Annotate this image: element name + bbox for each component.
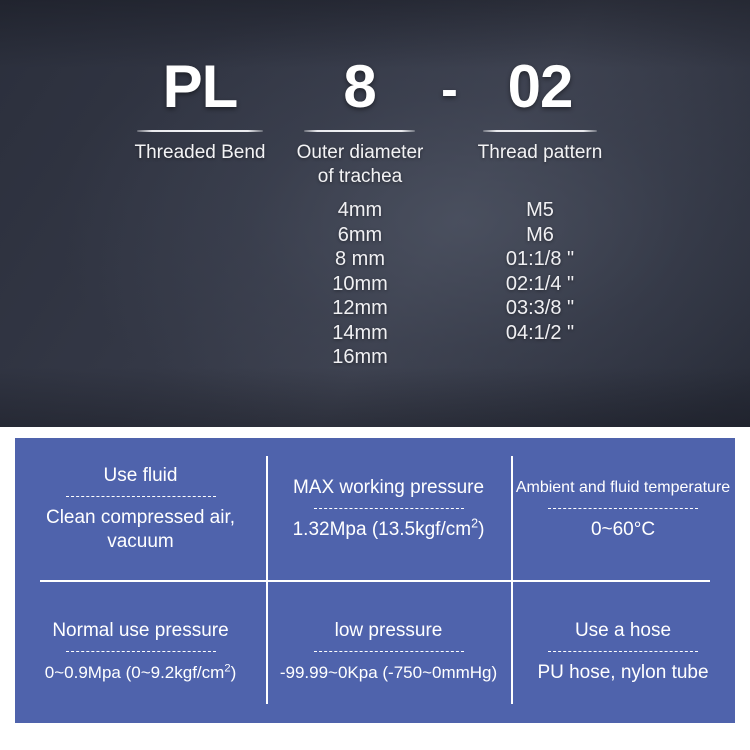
dashed-divider bbox=[313, 651, 464, 652]
list-item: 02:1/4 " bbox=[505, 272, 575, 295]
code-token-separator: - bbox=[441, 61, 458, 117]
list-item: M5 bbox=[526, 199, 554, 221]
caption-thread: Thread pattern bbox=[477, 142, 603, 163]
spec-cell-max-working-pressure: MAX working pressure 1.32Mpa (13.5kgf/cm… bbox=[266, 438, 511, 580]
list-item: 14mm bbox=[332, 321, 388, 344]
specification-table: Use fluid Clean compressed air, vacuum MA… bbox=[15, 438, 735, 723]
dashed-divider bbox=[65, 496, 216, 497]
underline-part-label bbox=[137, 130, 263, 132]
spec-value-suffix: ) bbox=[478, 519, 485, 540]
code-token-thread: 02 bbox=[507, 53, 574, 120]
code-token-part-label: PL bbox=[162, 53, 239, 120]
underline-thread bbox=[483, 130, 597, 132]
spec-title: MAX working pressure bbox=[292, 477, 485, 498]
spec-value-prefix: 0~0.9Mpa (0~9.2kgf/cm bbox=[44, 663, 225, 682]
list-item: 01:1/8 " bbox=[505, 248, 575, 270]
spec-title: low pressure bbox=[334, 620, 443, 641]
list-item: 8 mm bbox=[335, 248, 385, 270]
spec-value: PU hose, nylon tube bbox=[537, 662, 709, 683]
spec-title: Normal use pressure bbox=[52, 620, 229, 641]
list-item: 10mm bbox=[332, 272, 388, 295]
dashed-divider bbox=[65, 651, 216, 652]
spec-cell-use-fluid: Use fluid Clean compressed air, vacuum bbox=[15, 438, 266, 580]
part-number-code-row: PL 8 - 02 bbox=[0, 54, 750, 126]
table-row: Use fluid Clean compressed air, vacuum MA… bbox=[15, 438, 735, 580]
spec-value-prefix: 1.32Mpa (13.5kgf/cm bbox=[292, 519, 472, 540]
thread-pattern-option-list: M5 M6 01:1/8 " 02:1/4 " 03:3/8 " 04:1/2 " bbox=[452, 198, 628, 345]
underline-outer-diameter bbox=[304, 130, 415, 132]
spec-value: 0~60°C bbox=[590, 519, 656, 540]
spec-title: Use a hose bbox=[574, 620, 672, 641]
spec-cell-normal-use-pressure: Normal use pressure 0~0.9Mpa (0~9.2kgf/c… bbox=[15, 581, 266, 723]
spec-cell-low-pressure: low pressure -99.99~0Kpa (-750~0mmHg) bbox=[266, 581, 511, 723]
list-item: 03:3/8 " bbox=[505, 297, 575, 319]
list-item: M6 bbox=[526, 223, 554, 246]
dashed-divider bbox=[548, 651, 698, 652]
list-item: 6mm bbox=[337, 223, 383, 246]
spec-value: 0~0.9Mpa (0~9.2kgf/cm2) bbox=[45, 661, 236, 685]
part-number-breakdown-panel: PL 8 - 02 Threaded Bend Outer diameter of… bbox=[0, 0, 750, 427]
spec-cell-use-a-hose: Use a hose PU hose, nylon tube bbox=[511, 581, 735, 723]
spec-value-suffix: ) bbox=[230, 663, 237, 682]
table-row: Normal use pressure 0~0.9Mpa (0~9.2kgf/c… bbox=[15, 581, 735, 723]
outer-diameter-option-list: 4mm 6mm 8 mm 10mm 12mm 14mm 16mm bbox=[272, 198, 448, 370]
table-horizontal-divider bbox=[40, 580, 710, 582]
caption-part-label: Threaded Bend bbox=[134, 142, 266, 163]
dashed-divider bbox=[313, 508, 464, 509]
list-item: 4mm bbox=[337, 199, 383, 221]
spec-value-superscript: 2 bbox=[224, 662, 231, 675]
spec-value: Clean compressed air, vacuum bbox=[45, 507, 236, 552]
spec-value: -99.99~0Kpa (-750~0mmHg) bbox=[279, 663, 498, 682]
spec-cell-ambient-temperature: Ambient and fluid temperature 0~60°C bbox=[511, 438, 735, 580]
spec-title: Use fluid bbox=[103, 465, 178, 486]
list-item: 04:1/2 " bbox=[505, 321, 575, 344]
code-token-outer-diameter: 8 bbox=[343, 53, 376, 120]
caption-outer-diameter: Outer diameter of trachea bbox=[296, 142, 424, 187]
list-item: 16mm bbox=[332, 346, 388, 368]
spec-value-superscript: 2 bbox=[471, 516, 479, 531]
dashed-divider bbox=[548, 508, 698, 509]
list-item: 12mm bbox=[332, 297, 388, 319]
spec-title: Ambient and fluid temperature bbox=[515, 479, 731, 496]
spec-value: 1.32Mpa (13.5kgf/cm2) bbox=[292, 516, 485, 542]
